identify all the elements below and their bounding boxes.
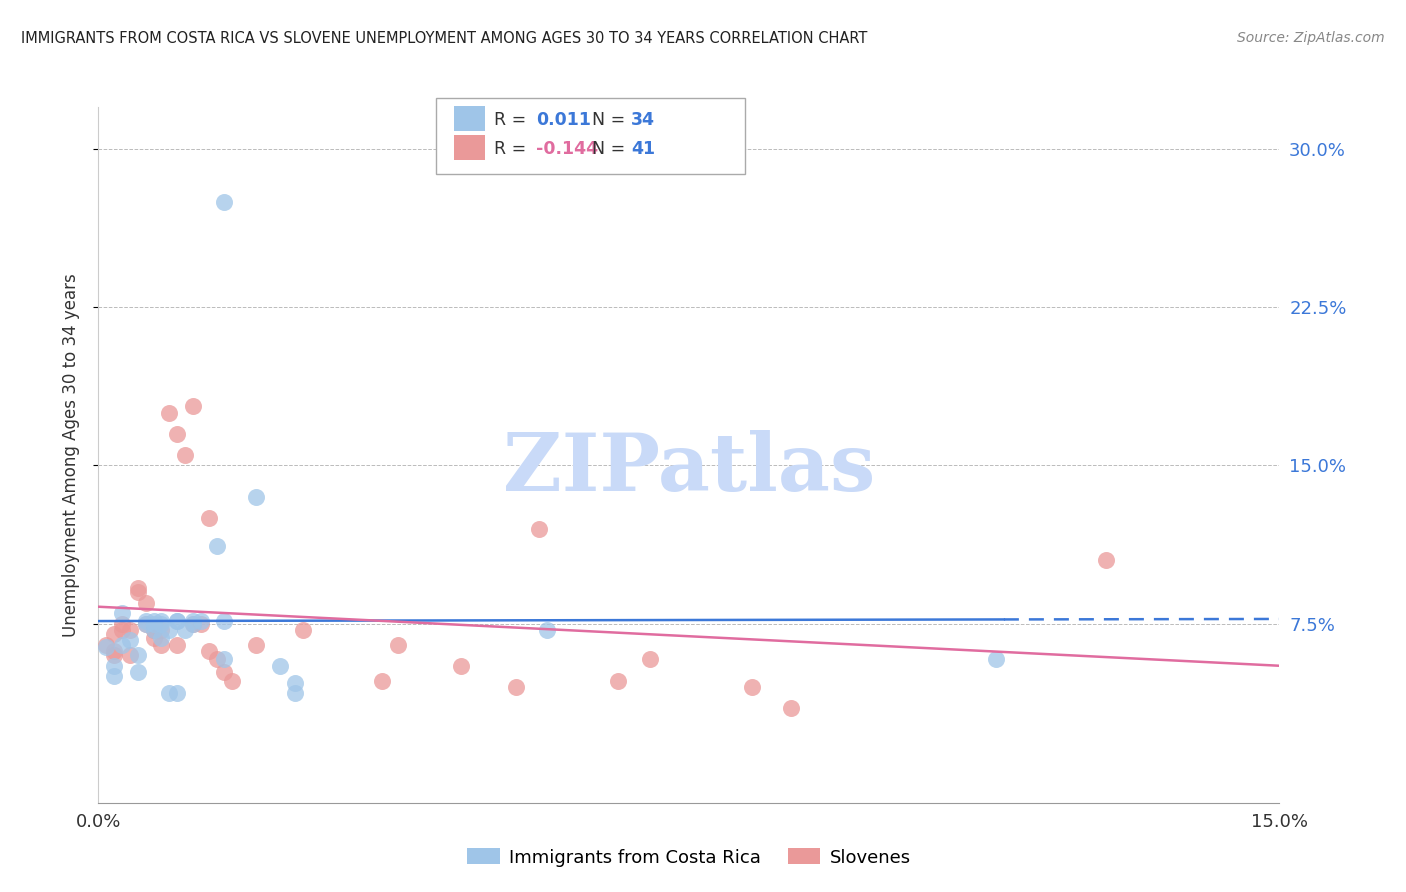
Point	[127, 665, 149, 679]
Y-axis label: Unemployment Among Ages 30 to 34 years: Unemployment Among Ages 30 to 34 years	[62, 273, 80, 637]
Point	[127, 585, 149, 599]
Point	[387, 638, 409, 652]
Text: ZIPatlas: ZIPatlas	[503, 430, 875, 508]
Point	[142, 632, 165, 646]
Point	[135, 595, 157, 609]
Text: -0.144: -0.144	[536, 140, 598, 158]
Point	[214, 665, 236, 679]
Text: N =: N =	[592, 140, 631, 158]
Point	[505, 680, 527, 694]
Text: N =: N =	[592, 112, 631, 129]
Point	[205, 539, 228, 553]
Point	[103, 648, 125, 663]
Point	[197, 511, 219, 525]
Point	[245, 490, 267, 504]
Point	[780, 701, 803, 715]
Point	[127, 581, 149, 595]
Point	[174, 448, 197, 462]
Point	[135, 616, 157, 631]
Point	[157, 686, 180, 700]
Point	[190, 616, 212, 631]
Point	[181, 615, 204, 629]
Point	[142, 615, 165, 629]
Point	[166, 686, 188, 700]
Point	[292, 623, 315, 637]
Point	[214, 615, 236, 629]
Point	[529, 522, 551, 536]
Point	[103, 658, 125, 673]
Point	[269, 658, 291, 673]
Point	[111, 623, 134, 637]
Legend: Immigrants from Costa Rica, Slovenes: Immigrants from Costa Rica, Slovenes	[460, 841, 918, 874]
Point	[450, 658, 472, 673]
Point	[103, 669, 125, 683]
Point	[96, 638, 118, 652]
Point	[127, 648, 149, 663]
Point	[984, 652, 1007, 666]
Point	[166, 615, 188, 629]
Point	[150, 632, 173, 646]
Point	[103, 627, 125, 641]
Point	[166, 615, 188, 629]
Point	[197, 644, 219, 658]
Point	[135, 616, 157, 631]
Point	[166, 638, 188, 652]
Text: 41: 41	[631, 140, 655, 158]
Point	[741, 680, 763, 694]
Point	[214, 652, 236, 666]
Text: 34: 34	[631, 112, 655, 129]
Point	[214, 194, 236, 209]
Point	[118, 633, 141, 648]
Point	[205, 652, 228, 666]
Point	[150, 638, 173, 652]
Point	[638, 652, 661, 666]
Text: 0.011: 0.011	[536, 112, 591, 129]
Point	[118, 623, 141, 637]
Point	[111, 616, 134, 631]
Text: IMMIGRANTS FROM COSTA RICA VS SLOVENE UNEMPLOYMENT AMONG AGES 30 TO 34 YEARS COR: IMMIGRANTS FROM COSTA RICA VS SLOVENE UN…	[21, 31, 868, 46]
Point	[221, 673, 243, 688]
Point	[103, 644, 125, 658]
Point	[150, 616, 173, 631]
Text: Source: ZipAtlas.com: Source: ZipAtlas.com	[1237, 31, 1385, 45]
Point	[166, 426, 188, 441]
Point	[96, 640, 118, 654]
Text: R =: R =	[494, 112, 531, 129]
Point	[142, 623, 165, 637]
Point	[181, 400, 204, 414]
Text: R =: R =	[494, 140, 531, 158]
Point	[142, 616, 165, 631]
Point	[157, 623, 180, 637]
Point	[1095, 553, 1118, 567]
Point	[150, 615, 173, 629]
Point	[284, 675, 307, 690]
Point	[174, 623, 197, 637]
Point	[142, 623, 165, 637]
Point	[190, 615, 212, 629]
Point	[157, 406, 180, 420]
Point	[371, 673, 394, 688]
Point	[142, 623, 165, 637]
Point	[111, 606, 134, 620]
Point	[181, 616, 204, 631]
Point	[607, 673, 630, 688]
Point	[536, 623, 558, 637]
Point	[150, 623, 173, 637]
Point	[181, 616, 204, 631]
Point	[135, 615, 157, 629]
Point	[118, 648, 141, 663]
Point	[111, 638, 134, 652]
Point	[284, 686, 307, 700]
Point	[245, 638, 267, 652]
